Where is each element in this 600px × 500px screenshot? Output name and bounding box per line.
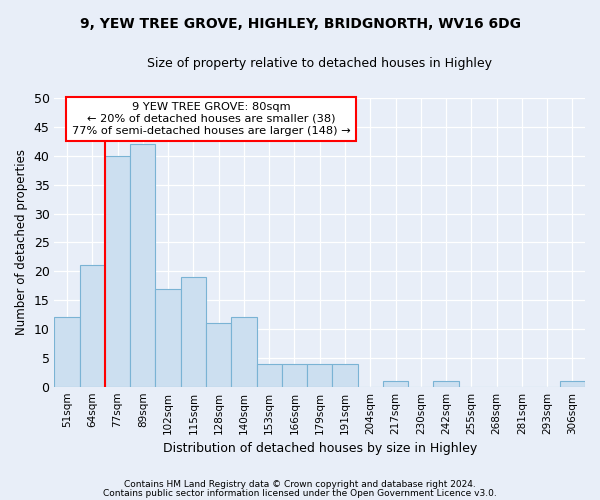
Bar [206,323,231,386]
Title: Size of property relative to detached houses in Highley: Size of property relative to detached ho… [147,58,492,70]
Text: 9, YEW TREE GROVE, HIGHLEY, BRIDGNORTH, WV16 6DG: 9, YEW TREE GROVE, HIGHLEY, BRIDGNORTH, … [79,18,521,32]
Bar [155,288,181,386]
Bar [257,364,282,386]
Bar [181,277,206,386]
Bar [282,364,307,386]
Text: Contains HM Land Registry data © Crown copyright and database right 2024.: Contains HM Land Registry data © Crown c… [124,480,476,489]
Bar [307,364,332,386]
Bar [55,318,80,386]
Bar [332,364,358,386]
Text: Contains public sector information licensed under the Open Government Licence v3: Contains public sector information licen… [103,488,497,498]
Y-axis label: Number of detached properties: Number of detached properties [15,150,28,336]
Bar [383,381,408,386]
Text: 9 YEW TREE GROVE: 80sqm
← 20% of detached houses are smaller (38)
77% of semi-de: 9 YEW TREE GROVE: 80sqm ← 20% of detache… [71,102,350,136]
Bar [433,381,458,386]
Bar [231,318,257,386]
X-axis label: Distribution of detached houses by size in Highley: Distribution of detached houses by size … [163,442,477,455]
Bar [560,381,585,386]
Bar [105,156,130,386]
Bar [80,266,105,386]
Bar [130,144,155,386]
